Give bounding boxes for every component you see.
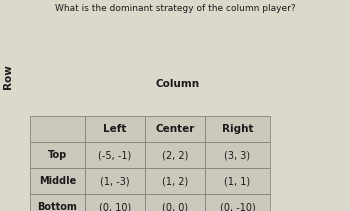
Text: Column: Column bbox=[155, 79, 200, 89]
Text: (1, -3): (1, -3) bbox=[100, 176, 130, 186]
Bar bbox=[85, 142, 145, 168]
Bar bbox=[85, 194, 145, 211]
Text: (1, 1): (1, 1) bbox=[224, 176, 251, 186]
Text: (0, 10): (0, 10) bbox=[99, 202, 131, 211]
Text: Right: Right bbox=[222, 124, 253, 134]
Bar bbox=[30, 116, 85, 142]
Text: Bottom: Bottom bbox=[37, 202, 77, 211]
Bar bbox=[85, 168, 145, 194]
Bar bbox=[145, 142, 205, 168]
Bar bbox=[145, 142, 205, 168]
Bar bbox=[85, 116, 145, 142]
Text: Left: Left bbox=[103, 124, 127, 134]
Text: (0, -10): (0, -10) bbox=[220, 202, 256, 211]
Bar bbox=[30, 194, 85, 211]
Bar bbox=[30, 142, 85, 168]
Bar bbox=[85, 194, 145, 211]
Text: Middle: Middle bbox=[39, 176, 76, 186]
Bar bbox=[145, 168, 205, 194]
Bar bbox=[205, 194, 270, 211]
Text: (-5, -1): (-5, -1) bbox=[98, 150, 132, 160]
Text: (3, 3): (3, 3) bbox=[224, 150, 251, 160]
Bar bbox=[85, 116, 145, 142]
Bar bbox=[205, 116, 270, 142]
Bar bbox=[85, 142, 145, 168]
Bar bbox=[205, 168, 270, 194]
Text: Row: Row bbox=[3, 65, 13, 89]
Bar bbox=[205, 168, 270, 194]
Bar bbox=[30, 194, 85, 211]
Bar bbox=[30, 142, 85, 168]
Bar bbox=[30, 168, 85, 194]
Bar bbox=[85, 168, 145, 194]
Bar bbox=[145, 168, 205, 194]
Text: Center: Center bbox=[155, 124, 195, 134]
Bar bbox=[205, 142, 270, 168]
Text: What is the dominant strategy of the column player?: What is the dominant strategy of the col… bbox=[55, 4, 295, 13]
Text: (2, 2): (2, 2) bbox=[162, 150, 188, 160]
Bar bbox=[205, 194, 270, 211]
Bar bbox=[30, 168, 85, 194]
Text: (0, 0): (0, 0) bbox=[162, 202, 188, 211]
Bar bbox=[145, 116, 205, 142]
Bar bbox=[205, 116, 270, 142]
Bar bbox=[145, 194, 205, 211]
Bar bbox=[205, 142, 270, 168]
Text: Top: Top bbox=[48, 150, 67, 160]
Bar bbox=[145, 194, 205, 211]
Bar bbox=[145, 116, 205, 142]
Bar bbox=[30, 116, 85, 142]
Text: (1, 2): (1, 2) bbox=[162, 176, 188, 186]
